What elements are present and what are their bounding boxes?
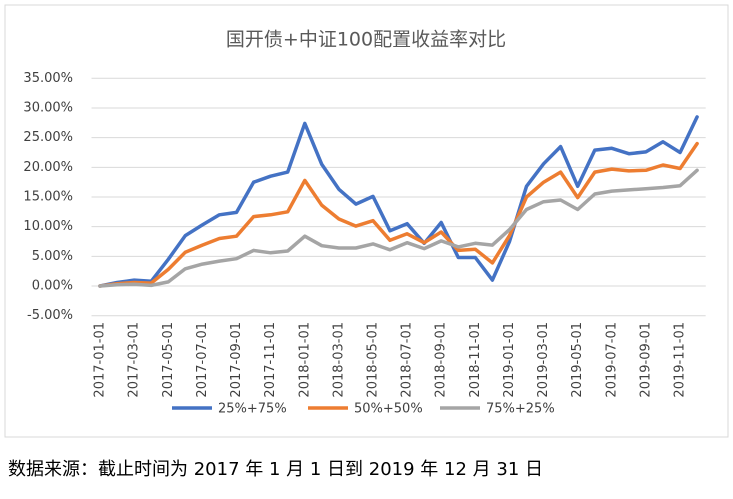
x-tick-label: 2017-11-01 xyxy=(263,322,278,398)
y-tick-label: 15.00% xyxy=(23,190,73,205)
x-tick-label: 2017-01-01 xyxy=(93,322,108,398)
x-tick-label: 2018-05-01 xyxy=(365,322,380,398)
series-line xyxy=(98,115,699,288)
x-tick-label: 2019-03-01 xyxy=(536,322,551,398)
legend-label: 25%+75% xyxy=(218,402,287,417)
y-tick-label: 35.00% xyxy=(23,71,73,86)
y-tick-label: 5.00% xyxy=(32,249,73,264)
x-tick-label: 2019-09-01 xyxy=(638,322,653,398)
x-tick-label: 2018-01-01 xyxy=(297,322,312,398)
x-tick-label: 2017-09-01 xyxy=(229,322,244,398)
y-tick-label: 0.00% xyxy=(32,279,73,294)
x-tick-label: 2018-11-01 xyxy=(468,322,483,398)
series-line xyxy=(98,141,699,288)
y-tick-label: 10.00% xyxy=(23,219,73,234)
legend-label: 75%+25% xyxy=(486,402,555,417)
x-tick-label: 2018-07-01 xyxy=(400,322,415,398)
y-tick-label: 30.00% xyxy=(23,100,73,115)
y-tick-label: -5.00% xyxy=(27,308,73,323)
x-tick-label: 2019-11-01 xyxy=(673,322,688,398)
x-tick-label: 2019-05-01 xyxy=(570,322,585,398)
x-tick-label: 2017-07-01 xyxy=(195,322,210,398)
x-tick-label: 2017-03-01 xyxy=(127,322,142,398)
legend-label: 50%+50% xyxy=(354,402,423,417)
x-tick-label: 2019-07-01 xyxy=(604,322,619,398)
y-tick-label: 20.00% xyxy=(23,160,73,175)
x-tick-label: 2018-09-01 xyxy=(434,322,449,398)
series-line xyxy=(98,168,699,288)
chart-title: 国开债+中证100配置收益率对比 xyxy=(226,29,506,51)
source-note: 数据来源：截止时间为 2017 年 1 月 1 日到 2019 年 12 月 3… xyxy=(8,459,543,480)
x-tick-label: 2018-03-01 xyxy=(331,322,346,398)
y-tick-label: 25.00% xyxy=(23,130,73,145)
x-tick-label: 2017-05-01 xyxy=(161,322,176,398)
x-tick-label: 2019-01-01 xyxy=(502,322,517,398)
